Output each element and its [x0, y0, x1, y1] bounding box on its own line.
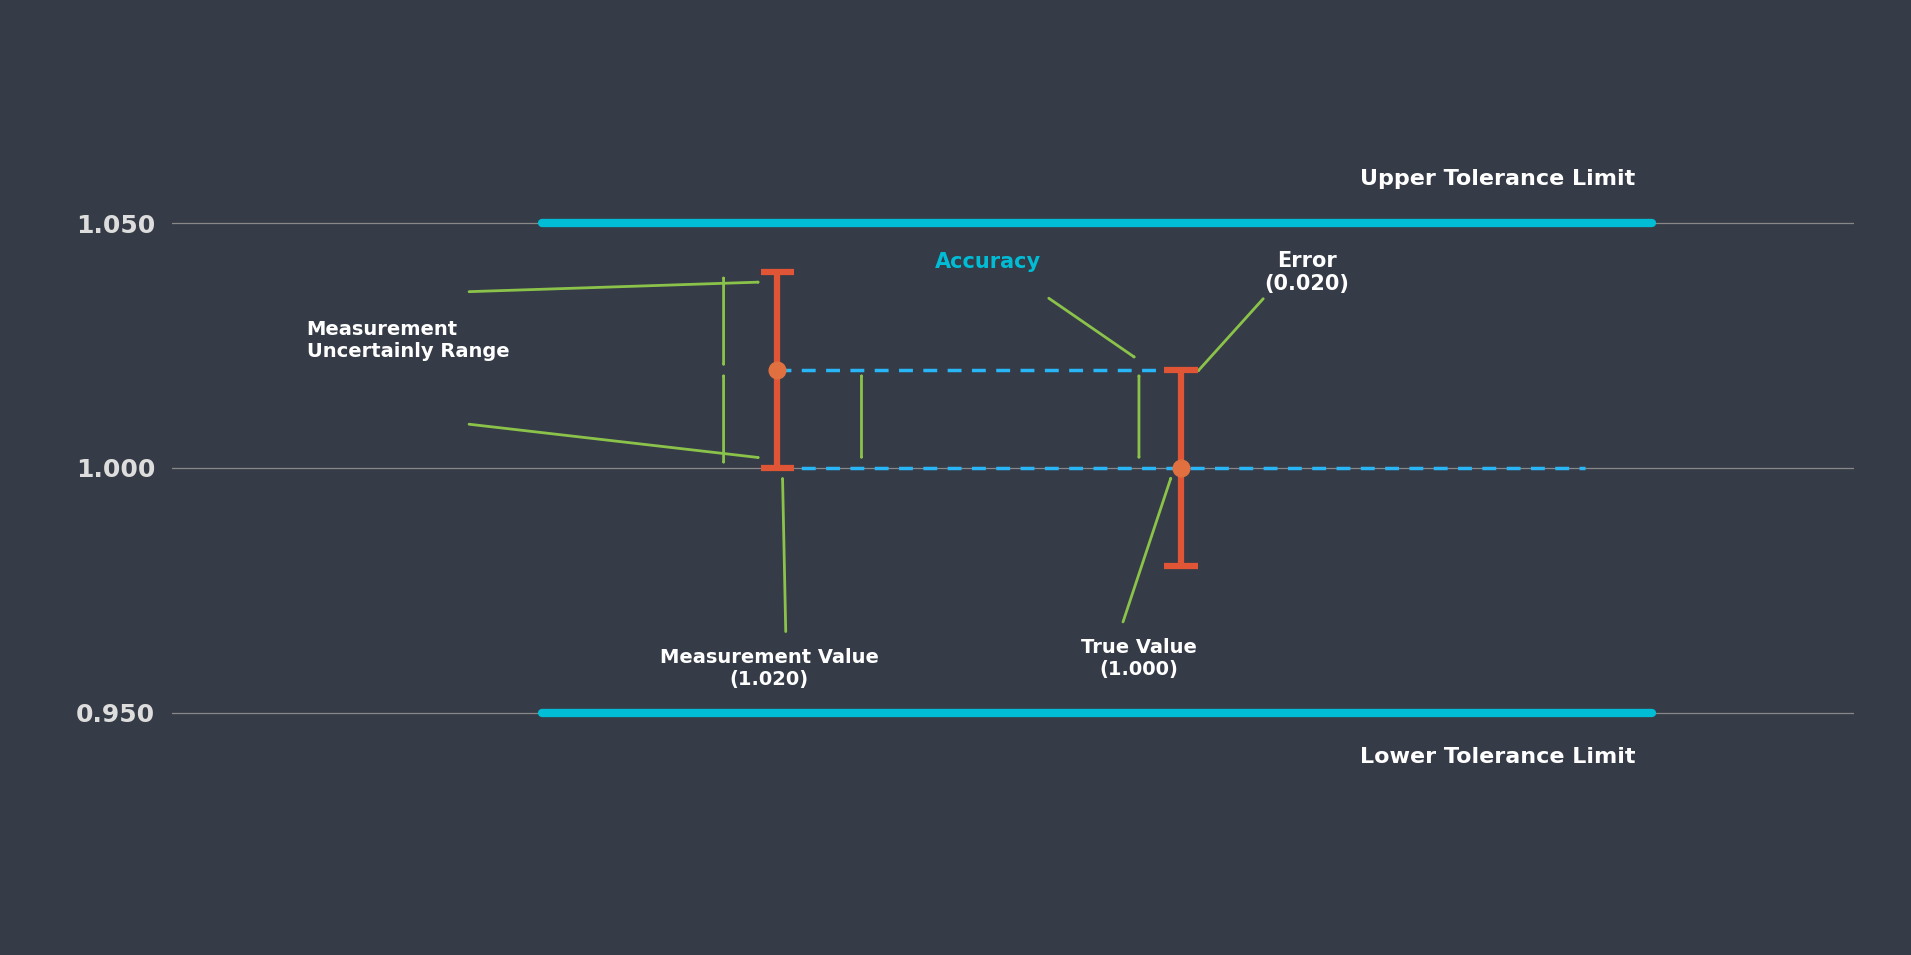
Text: Lower Tolerance Limit: Lower Tolerance Limit: [1359, 747, 1636, 767]
Text: Measurement
Uncertainly Range: Measurement Uncertainly Range: [306, 320, 508, 361]
Text: Upper Tolerance Limit: Upper Tolerance Limit: [1361, 169, 1636, 189]
Text: Accuracy: Accuracy: [934, 252, 1041, 272]
Text: Measurement Value
(1.020): Measurement Value (1.020): [659, 648, 879, 690]
Text: Error
(0.020): Error (0.020): [1265, 250, 1349, 294]
Text: True Value
(1.000): True Value (1.000): [1082, 638, 1196, 679]
